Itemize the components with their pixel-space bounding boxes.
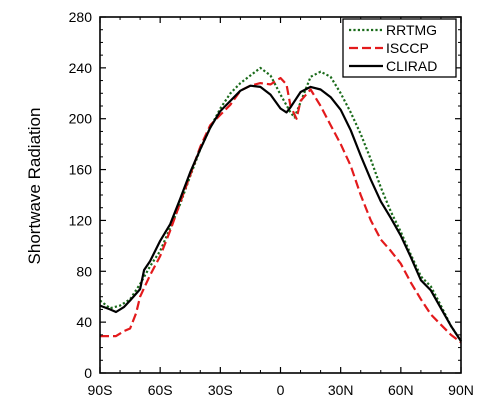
y-tick-label: 240 <box>69 60 93 76</box>
y-tick-label: 160 <box>69 162 93 178</box>
y-tick-label: 120 <box>69 212 93 228</box>
series-line-isccp <box>100 76 462 344</box>
y-axis-label: Shortwave Radiation <box>25 108 44 265</box>
plot-frame <box>99 16 462 374</box>
x-tick-label: 0 <box>277 382 285 398</box>
x-tick-label: 60N <box>388 382 414 398</box>
x-tick-label: 90N <box>448 382 474 398</box>
series-layer <box>99 66 462 344</box>
legend-label-isccp: ISCCP <box>386 40 429 56</box>
series-line-rrtmg <box>99 66 462 342</box>
x-tick-label: 60S <box>148 382 173 398</box>
y-tick-label: 80 <box>76 263 92 279</box>
y-tick-label: 280 <box>69 9 93 25</box>
y-tick-label: 0 <box>84 365 92 381</box>
legend-label-clirad: CLIRAD <box>386 58 437 74</box>
legend: RRTMG ISCCP CLIRAD <box>342 18 457 78</box>
legend-box <box>342 18 457 78</box>
x-tick-label: 30N <box>328 382 354 398</box>
y-tick-label: 40 <box>76 314 92 330</box>
series-line-clirad <box>99 84 462 342</box>
legend-label-rrtmg: RRTMG <box>386 22 437 38</box>
x-tick-label: 90S <box>88 382 113 398</box>
x-tick-label: 30S <box>208 382 233 398</box>
y-tick-label: 200 <box>69 111 93 127</box>
